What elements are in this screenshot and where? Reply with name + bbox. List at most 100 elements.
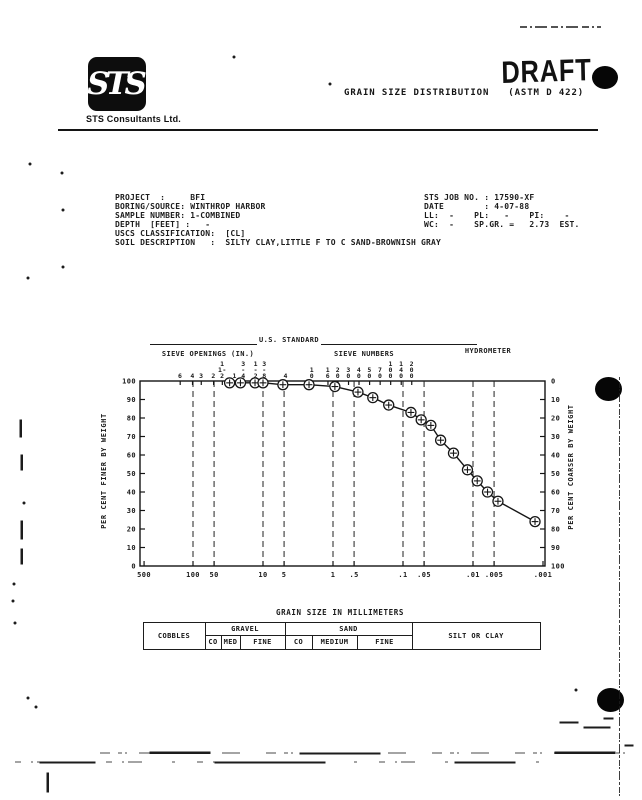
table-cell-gravel-fine: FINE [253, 638, 272, 646]
svg-text:1: 1 [326, 366, 330, 374]
logo-caption: STS Consultants Ltd. [86, 114, 181, 124]
svg-text:3: 3 [346, 366, 350, 374]
svg-text:0: 0 [410, 366, 414, 374]
svg-text:10: 10 [551, 396, 560, 404]
svg-text:2: 2 [336, 366, 340, 374]
svg-text:1: 1 [232, 372, 236, 380]
table-cell-gravel-co: CO [208, 638, 218, 646]
sts-logo: STS [87, 57, 147, 111]
svg-text:500: 500 [137, 571, 151, 579]
svg-text:30: 30 [551, 433, 560, 441]
svg-text:10: 10 [258, 571, 267, 579]
svg-text:1: 1 [331, 571, 336, 579]
svg-text:1: 1 [254, 360, 258, 368]
table-cell-sand-co: CO [293, 638, 304, 646]
svg-text:0: 0 [378, 372, 382, 380]
hole-punch-dot-middle [595, 377, 622, 401]
svg-text:8: 8 [262, 372, 266, 380]
table-cell-silt-or-clay: SILT OR CLAY [448, 631, 504, 640]
info-uscs: USCS CLASSIFICATION: [CL] [115, 229, 246, 238]
table-border [205, 622, 206, 650]
table-border [357, 635, 358, 650]
svg-text:0: 0 [336, 372, 340, 380]
svg-text:.01: .01 [466, 571, 480, 579]
svg-text:80: 80 [127, 415, 136, 423]
svg-text:40: 40 [551, 452, 560, 460]
info-boring: BORING/SOURCE: WINTHROP HARBOR [115, 202, 266, 211]
table-border [143, 622, 144, 650]
table-border [312, 635, 313, 650]
svg-text:3: 3 [241, 360, 245, 368]
svg-text:5: 5 [367, 366, 371, 374]
header-rule [58, 129, 598, 131]
svg-text:6: 6 [178, 372, 182, 380]
svg-text:1-: 1- [218, 366, 227, 374]
table-cell-cobbles: COBBLES [157, 631, 191, 640]
table-cell-sand-medium: MEDIUM [320, 638, 349, 646]
table-border [540, 622, 541, 650]
svg-text:0: 0 [399, 372, 403, 380]
svg-text:0: 0 [551, 378, 556, 386]
svg-text:70: 70 [551, 507, 560, 515]
svg-text:10: 10 [127, 544, 136, 552]
svg-text:4: 4 [283, 372, 287, 380]
svg-text:20: 20 [127, 526, 136, 534]
svg-text:-: - [241, 366, 245, 374]
svg-text:.1: .1 [398, 571, 407, 579]
svg-text:.05: .05 [417, 571, 431, 579]
info-depth: DEPTH [FEET] : - [115, 220, 211, 229]
info-project: PROJECT : BFI [115, 193, 206, 202]
table-cell-sand-fine: FINE [375, 638, 394, 646]
svg-text:-: - [262, 366, 266, 374]
svg-text:50: 50 [209, 571, 218, 579]
svg-text:60: 60 [127, 452, 136, 460]
x-axis-label: GRAIN SIZE IN MILLIMETERS [276, 608, 404, 617]
table-cell-sand: SAND [339, 624, 358, 633]
svg-text:2: 2 [254, 372, 258, 380]
table-border [143, 622, 540, 623]
info-description: SOIL DESCRIPTION : SILTY CLAY,LITTLE F T… [115, 238, 442, 247]
svg-text:2: 2 [220, 372, 224, 380]
svg-text:SIEVE NUMBERS: SIEVE NUMBERS [334, 350, 394, 358]
svg-text:30: 30 [127, 507, 136, 515]
svg-text:100: 100 [186, 571, 200, 579]
table-border [285, 622, 286, 650]
svg-text:40: 40 [127, 489, 136, 497]
svg-text:0: 0 [389, 372, 393, 380]
svg-text:1: 1 [389, 360, 393, 368]
svg-text:100: 100 [551, 563, 565, 571]
svg-text:20: 20 [551, 415, 560, 423]
svg-text:0: 0 [367, 372, 371, 380]
svg-text:HYDROMETER: HYDROMETER [465, 347, 512, 355]
svg-text:7: 7 [378, 366, 382, 374]
table-cell-gravel: GRAVEL [231, 624, 259, 633]
hole-punch-dot-top [592, 66, 618, 89]
svg-text:.5: .5 [349, 571, 358, 579]
svg-text:2: 2 [410, 360, 414, 368]
svg-text:1: 1 [399, 360, 403, 368]
table-border [240, 635, 241, 650]
table-border [143, 649, 540, 650]
svg-text:0: 0 [346, 372, 350, 380]
svg-text:2: 2 [211, 372, 215, 380]
svg-text:0: 0 [131, 563, 136, 571]
svg-text:50: 50 [551, 470, 560, 478]
svg-text:.001: .001 [534, 571, 552, 579]
svg-text:3: 3 [262, 360, 266, 368]
svg-text:80: 80 [551, 526, 560, 534]
svg-text:SIEVE OPENINGS (IN.): SIEVE OPENINGS (IN.) [162, 350, 254, 358]
svg-text:0: 0 [310, 372, 314, 380]
svg-text:90: 90 [551, 544, 560, 552]
info-atterberg: LL: - PL: - PI: - [424, 211, 570, 220]
svg-text:0: 0 [357, 372, 361, 380]
svg-text:60: 60 [551, 489, 560, 497]
svg-text:1: 1 [310, 366, 314, 374]
svg-text:U.S. STANDARD: U.S. STANDARD [259, 336, 319, 344]
info-wc-spgr: WC: - SP.GR. = 2.73 EST. [424, 220, 580, 229]
svg-text:1: 1 [220, 360, 224, 368]
svg-text:4: 4 [241, 372, 245, 380]
svg-text:4: 4 [357, 366, 361, 374]
info-job-no: STS JOB NO. : 17590-XF [424, 193, 535, 202]
